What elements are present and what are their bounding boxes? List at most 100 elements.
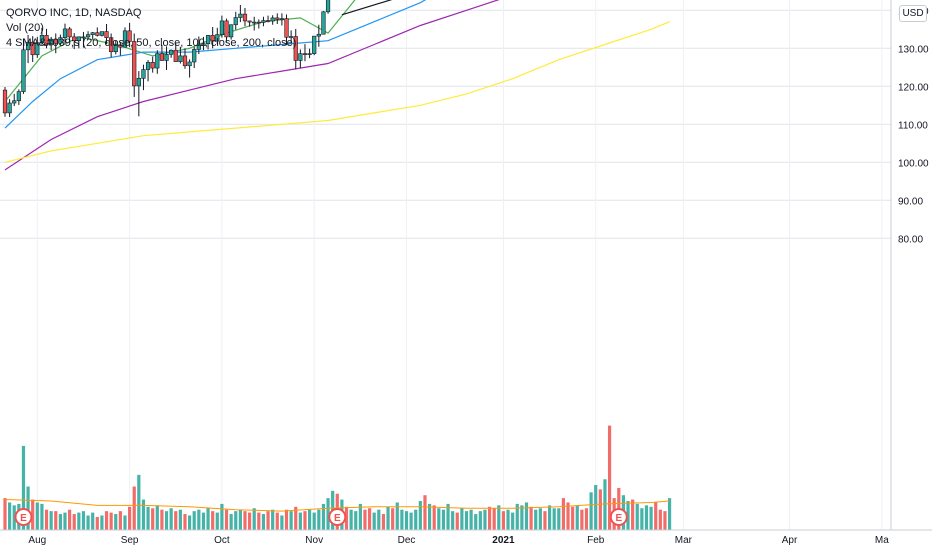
volume-bar — [118, 511, 122, 530]
volume-bar — [215, 512, 219, 530]
volume-bar — [49, 511, 53, 530]
volume-bar — [658, 509, 662, 530]
volume-bar — [68, 509, 72, 530]
volume-bar — [575, 505, 579, 530]
candle-body — [192, 49, 197, 63]
volume-bar — [247, 512, 252, 530]
volume-bar — [635, 503, 639, 530]
trendlines — [341, 0, 393, 16]
volume-bar — [26, 486, 30, 530]
volume-bar — [557, 508, 561, 530]
volume-bar — [298, 512, 302, 530]
currency-button[interactable]: USD — [899, 5, 927, 22]
volume-bar — [654, 502, 658, 530]
candle-body — [150, 62, 155, 69]
candle-body — [145, 62, 151, 70]
volume-bar — [123, 515, 127, 530]
volume-bar — [640, 508, 644, 530]
volume-bar — [497, 505, 501, 530]
candle-body — [178, 55, 183, 62]
candle-body — [252, 21, 257, 24]
volume-bar — [224, 509, 229, 530]
volume-bar — [483, 509, 487, 530]
candle-body — [265, 20, 271, 22]
volume-bar — [104, 511, 109, 530]
price-axis: 80.0090.00100.00110.00120.00130.00140.00… — [890, 0, 932, 550]
sma-indicator-label[interactable]: 4 SMA&#039;s (20, close, 50, close, 100,… — [6, 37, 297, 49]
candle-body — [325, 0, 331, 13]
volume-bar — [598, 489, 602, 530]
candle-body — [25, 41, 31, 51]
candle-body — [233, 17, 238, 26]
candle-body — [132, 41, 137, 87]
candle-body — [30, 41, 35, 56]
candlestick-series — [2, 0, 331, 118]
volume-sma-line — [4, 499, 670, 512]
volume-bar — [257, 512, 261, 530]
time-tick-label: Dec — [398, 535, 416, 546]
volume-bar — [321, 503, 326, 530]
volume-bar — [312, 512, 316, 530]
volume-bar — [54, 511, 58, 530]
candle-body — [169, 49, 174, 55]
time-tick-label: 2021 — [492, 535, 515, 546]
volume-bar — [594, 485, 598, 530]
candle-body — [122, 30, 128, 48]
volume-bar — [261, 514, 266, 530]
candle-body — [201, 43, 206, 46]
volume-bar — [326, 498, 330, 530]
volume-bar — [3, 498, 7, 530]
candle-body — [39, 35, 45, 43]
volume-bar — [137, 474, 141, 530]
volume-bar — [21, 445, 26, 530]
volume-bar — [400, 509, 404, 530]
volume-sma-line — [4, 499, 670, 512]
volume-bar — [520, 505, 524, 530]
candle-body — [312, 35, 317, 54]
volume-bar — [271, 509, 275, 530]
volume-bar — [487, 506, 492, 530]
volume-bar — [289, 511, 293, 530]
candle-body — [219, 20, 225, 35]
candle-body — [298, 53, 303, 61]
candle-body — [321, 11, 326, 35]
candle-body — [247, 20, 252, 23]
volume-bar — [367, 508, 372, 530]
volume-bar — [501, 511, 506, 530]
price-tick-label: 100.00 — [898, 158, 929, 169]
candle-body — [187, 61, 192, 67]
time-tick-label: Oct — [214, 535, 230, 546]
volume-bar — [506, 509, 510, 530]
candle-body — [316, 33, 321, 37]
candle-body — [99, 31, 105, 36]
candle-body — [182, 55, 188, 67]
candle-body — [21, 49, 26, 92]
candle-body — [196, 45, 201, 50]
volume-bar — [529, 506, 533, 530]
time-tick-label: Mar — [675, 535, 693, 546]
volume-bar — [469, 509, 473, 530]
volume-bar — [395, 502, 399, 530]
candle-body — [279, 18, 285, 20]
earnings-marker-label: E — [20, 513, 27, 524]
candle-body — [284, 18, 289, 38]
candle-body — [72, 36, 77, 42]
symbol-title[interactable]: QORVO INC, 1D, NASDAQ — [6, 7, 142, 19]
volume-bar — [58, 514, 62, 530]
volume-bar — [631, 499, 635, 530]
volume-bar — [377, 509, 381, 530]
volume-bar — [492, 508, 496, 530]
earnings-marker — [609, 508, 628, 526]
candle-body — [58, 37, 63, 44]
volume-indicator-label[interactable]: Vol (20) — [6, 22, 44, 34]
volume-bar — [543, 511, 547, 530]
volume-bar — [464, 511, 469, 530]
moving-averages — [4, 0, 670, 171]
volume-bar — [141, 499, 146, 530]
volume-bar — [266, 511, 270, 530]
volume-bar — [441, 509, 446, 530]
volume-bar — [8, 502, 12, 530]
volume-bar — [580, 509, 584, 530]
candle-body — [289, 36, 294, 38]
